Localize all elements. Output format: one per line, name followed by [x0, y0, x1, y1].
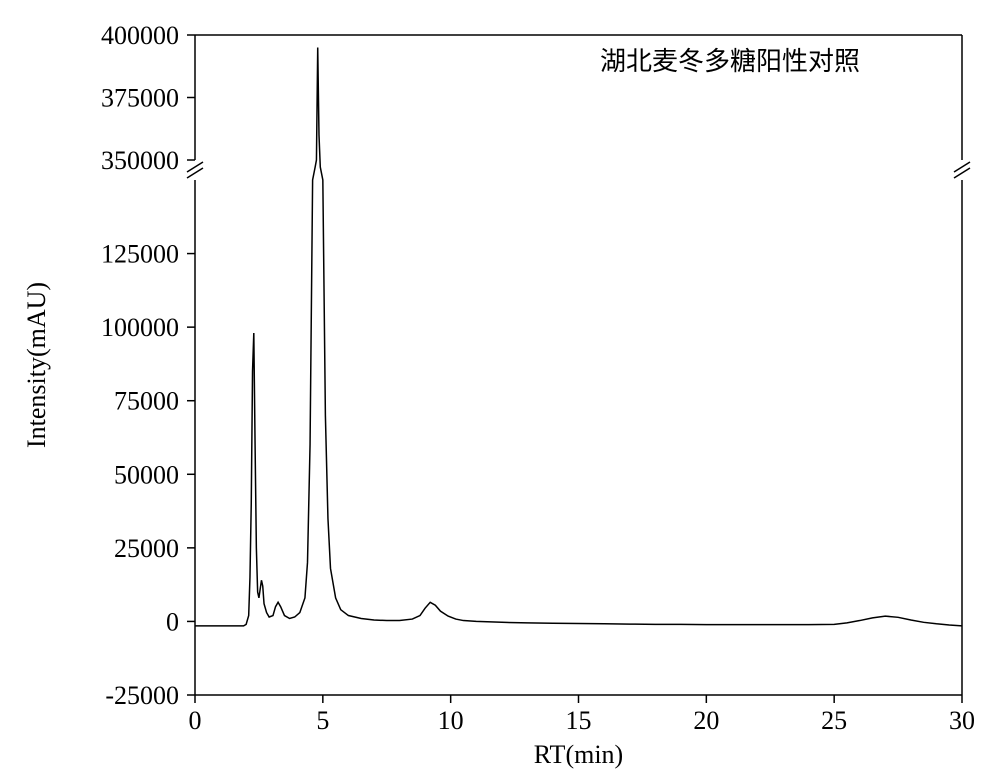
y-tick-label: -25000: [105, 681, 179, 710]
y-tick-label: 0: [166, 607, 179, 636]
x-tick-label: 30: [949, 706, 975, 735]
y-tick-label: 350000: [101, 146, 179, 175]
x-tick-label: 0: [189, 706, 202, 735]
x-tick-label: 25: [821, 706, 847, 735]
chromatogram-chart: 0 5 10 15 20 25 30 RT(min) -25000 0 25000 50000 7500…: [0, 0, 1000, 777]
chart-legend: 湖北麦冬多糖阳性对照: [600, 47, 860, 76]
x-tick-label: 20: [693, 706, 719, 735]
y-tick-label: 400000: [101, 21, 179, 50]
x-tick-label: 5: [316, 706, 329, 735]
y-tick-label: 375000: [101, 84, 179, 113]
chart-svg: 0 5 10 15 20 25 30 RT(min) -25000 0 25000 50000 7500…: [0, 0, 1000, 777]
y-tick-label: 25000: [114, 534, 179, 563]
y-tick-label: 50000: [114, 460, 179, 489]
y-tick-label: 125000: [101, 240, 179, 269]
chromatogram-trace: [195, 48, 962, 626]
y-tick-label: 100000: [101, 313, 179, 342]
x-tick-label: 15: [566, 706, 592, 735]
y-axis-label: Intensity(mAU): [22, 282, 51, 448]
x-axis-label: RT(min): [534, 740, 623, 769]
y-tick-label: 75000: [114, 387, 179, 416]
x-tick-label: 10: [438, 706, 464, 735]
